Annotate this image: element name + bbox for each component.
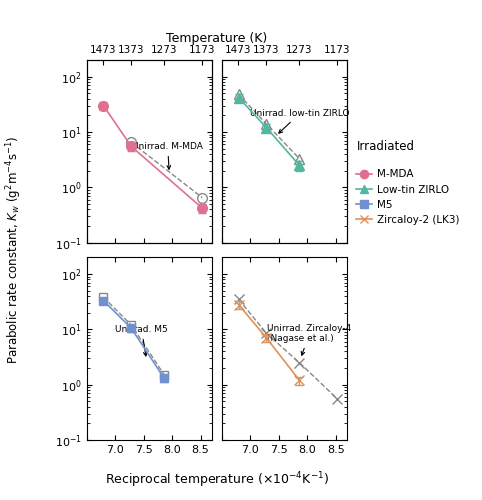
Text: Unirrad. M-MDA: Unirrad. M-MDA (132, 142, 203, 169)
Text: Unirrad. low-tin ZIRLO: Unirrad. low-tin ZIRLO (250, 108, 350, 133)
Text: Parabolic rate constant, $K_w$ (g$^2$m$^{-4}$s$^{-1}$): Parabolic rate constant, $K_w$ (g$^2$m$^… (5, 136, 24, 364)
Legend: M-MDA, Low-tin ZIRLO, M5, Zircaloy-2 (LK3): M-MDA, Low-tin ZIRLO, M5, Zircaloy-2 (LK… (352, 165, 464, 229)
Text: Unirrad. M5: Unirrad. M5 (115, 325, 168, 356)
Text: Reciprocal temperature ($\times$10$^{-4}$K$^{-1}$): Reciprocal temperature ($\times$10$^{-4}… (105, 470, 329, 490)
Text: Irradiated: Irradiated (357, 140, 415, 153)
Text: Temperature (K): Temperature (K) (166, 32, 268, 45)
Text: Unirrad. Zircaloy-4
(Nagase et al.): Unirrad. Zircaloy-4 (Nagase et al.) (268, 324, 352, 356)
